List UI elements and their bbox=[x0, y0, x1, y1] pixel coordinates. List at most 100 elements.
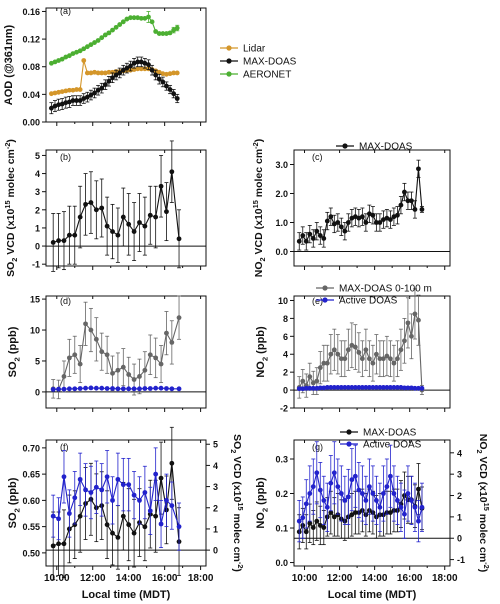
data-point bbox=[63, 100, 69, 106]
data-point bbox=[388, 217, 393, 223]
data-point bbox=[113, 24, 119, 30]
data-point bbox=[131, 530, 137, 536]
panel-label: (d) bbox=[60, 296, 71, 306]
data-point bbox=[99, 349, 105, 355]
data-point bbox=[131, 386, 137, 392]
data-point bbox=[104, 474, 110, 480]
plot-frame bbox=[45, 7, 207, 123]
legend-label: MAX-DOAS bbox=[359, 142, 413, 153]
data-point bbox=[384, 384, 390, 390]
y-title-f-part: SO bbox=[7, 512, 19, 528]
x-tick-label: 14:00 bbox=[116, 573, 142, 584]
data-point bbox=[345, 384, 351, 390]
legend-a-entry: AERONET bbox=[220, 70, 291, 81]
data-point bbox=[66, 386, 72, 392]
data-point bbox=[63, 88, 69, 94]
data-point bbox=[176, 236, 182, 242]
data-point bbox=[153, 471, 159, 477]
data-point bbox=[160, 31, 166, 36]
y-title-f-right-part: -2 bbox=[236, 562, 245, 569]
data-point bbox=[174, 70, 180, 76]
data-point bbox=[117, 70, 123, 76]
legend-marker bbox=[226, 45, 232, 51]
data-point bbox=[384, 353, 390, 359]
data-point bbox=[72, 386, 78, 392]
data-point bbox=[160, 79, 166, 85]
data-point bbox=[131, 492, 137, 498]
data-point bbox=[102, 70, 108, 76]
data-point bbox=[126, 522, 132, 528]
data-point bbox=[409, 198, 414, 204]
data-point bbox=[110, 69, 115, 75]
data-point bbox=[321, 385, 327, 391]
data-point bbox=[93, 336, 99, 342]
y-title-f-right-part: 15 bbox=[236, 502, 245, 510]
y-title-f-right: SO2 VCD (x1015 molec cm-2) bbox=[229, 434, 245, 572]
legend-marker bbox=[226, 58, 232, 64]
data-point bbox=[377, 220, 383, 225]
data-point bbox=[370, 384, 376, 390]
series-line bbox=[52, 474, 180, 527]
data-point bbox=[307, 491, 313, 496]
data-point bbox=[70, 51, 76, 56]
data-point bbox=[126, 482, 132, 488]
y-title-f-part: 2 bbox=[12, 508, 21, 512]
data-point bbox=[164, 71, 169, 77]
y-tick-label: 10 bbox=[30, 326, 40, 336]
y-title-c: NO2 VCD (x1015 molec cm-2) bbox=[251, 139, 267, 277]
data-point bbox=[388, 473, 393, 479]
y-title-g-part: 2 bbox=[260, 508, 269, 512]
y-title-c-part: 2 bbox=[258, 257, 267, 261]
panel-d: 0 5 10 15 (d) bbox=[30, 295, 207, 412]
y-title-g-right-text: NO2 VCD (x1015 molec cm-2) bbox=[475, 434, 491, 572]
y-title-d-part: SO bbox=[7, 361, 19, 377]
y-title-f: SO2 (ppb) bbox=[7, 477, 21, 528]
data-point bbox=[331, 470, 337, 476]
data-point bbox=[56, 238, 61, 244]
data-point bbox=[412, 207, 418, 212]
x-tick-label: 12:00 bbox=[327, 573, 353, 584]
data-point bbox=[77, 98, 83, 103]
data-point bbox=[104, 386, 110, 391]
data-point bbox=[169, 386, 175, 392]
y-tick-label-right: 3 bbox=[457, 470, 462, 480]
data-point bbox=[56, 516, 61, 522]
data-point bbox=[84, 70, 90, 76]
data-point bbox=[307, 520, 313, 526]
legend-label: AERONET bbox=[243, 70, 291, 81]
data-point bbox=[373, 351, 379, 357]
data-point bbox=[153, 385, 159, 391]
y-title-b-part: VCD (x10 bbox=[5, 208, 17, 257]
y-title-d-text: SO2 (ppb) bbox=[7, 326, 21, 377]
data-point bbox=[137, 497, 142, 503]
data-point bbox=[328, 510, 334, 516]
y-tick-label: 0 bbox=[35, 387, 40, 397]
data-point bbox=[61, 386, 67, 392]
y-title-f-text: SO2 (ppb) bbox=[7, 477, 21, 528]
data-point bbox=[380, 384, 386, 390]
data-point bbox=[149, 19, 155, 25]
data-point bbox=[66, 87, 72, 93]
data-point bbox=[142, 60, 148, 66]
data-point bbox=[377, 504, 383, 510]
data-point bbox=[74, 49, 79, 55]
y-tick-label: 15 bbox=[30, 295, 40, 305]
data-point bbox=[314, 228, 320, 234]
data-point bbox=[370, 491, 376, 496]
data-point bbox=[158, 183, 164, 189]
y-title-g-right-part: VCD (x10 bbox=[477, 454, 489, 503]
panel-a: 0.00 0.04 0.08 0.12 0.16 (a) bbox=[22, 6, 207, 128]
data-point bbox=[93, 207, 99, 213]
data-point bbox=[380, 356, 386, 362]
panel-c: 0.0 1.0 2.0 3.0 (c) bbox=[275, 149, 451, 270]
y-title-g-right-part: 15 bbox=[482, 503, 491, 511]
data-point bbox=[104, 522, 110, 528]
data-point bbox=[137, 386, 142, 392]
data-point bbox=[171, 91, 177, 97]
data-point bbox=[138, 15, 144, 21]
y-title-f-right-text: SO2 VCD (x1015 molec cm-2) bbox=[229, 434, 245, 572]
data-point bbox=[142, 66, 148, 72]
data-point bbox=[153, 29, 159, 34]
data-point bbox=[83, 487, 88, 493]
y-tick-label: 6 bbox=[283, 332, 288, 342]
